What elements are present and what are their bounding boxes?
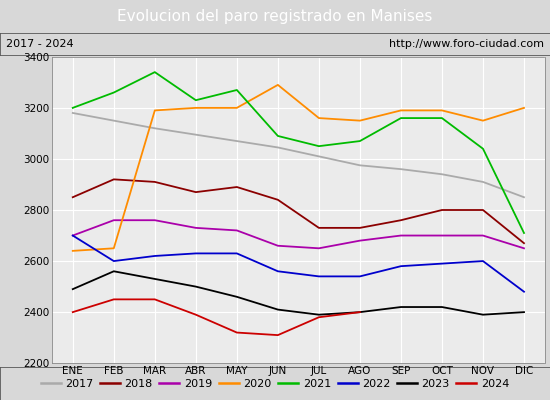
Legend: 2017, 2018, 2019, 2020, 2021, 2022, 2023, 2024: 2017, 2018, 2019, 2020, 2021, 2022, 2023… <box>36 374 514 393</box>
Text: Evolucion del paro registrado en Manises: Evolucion del paro registrado en Manises <box>117 9 433 24</box>
Text: 2017 - 2024: 2017 - 2024 <box>6 39 73 49</box>
Text: http://www.foro-ciudad.com: http://www.foro-ciudad.com <box>389 39 544 49</box>
